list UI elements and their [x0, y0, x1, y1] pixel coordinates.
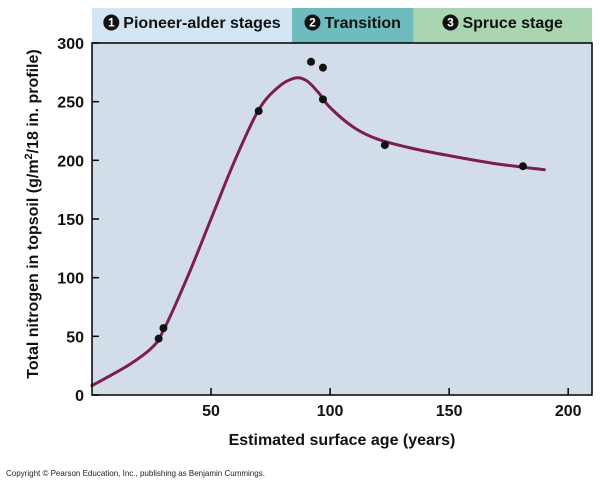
- data-point: [318, 63, 327, 72]
- stage-number-badge-3: [442, 14, 459, 31]
- copyright-notice: Copyright © Pearson Education, Inc., pub…: [6, 469, 265, 478]
- x-axis-title: Estimated surface age (years): [229, 432, 456, 449]
- x-tick-label: 200: [555, 403, 582, 420]
- y-axis-title-sup: 2: [23, 153, 35, 159]
- y-tick-label: 50: [66, 329, 84, 346]
- stage-label-1: Pioneer-alder stages: [123, 15, 281, 32]
- stage-label-2: Transition: [324, 15, 400, 32]
- data-point: [380, 141, 389, 150]
- stage-number-badge-1: [103, 14, 120, 31]
- stage-number-2: 2: [309, 16, 316, 30]
- axes: 50 100 150 200 0 50 100 150 200 250 300: [57, 36, 581, 420]
- stage-number-3: 3: [447, 16, 454, 30]
- y-tick-label: 200: [57, 153, 84, 170]
- y-axis-title: Total nitrogen in topsoil (g/m2/18 in. p…: [23, 49, 42, 378]
- data-point: [159, 324, 168, 333]
- stage-number-badge-2: [304, 14, 321, 31]
- y-axis-title-main: Total nitrogen in topsoil (g/m: [25, 159, 42, 378]
- y-tick-label: 150: [57, 212, 84, 229]
- y-tick-label: 100: [57, 271, 84, 288]
- data-point: [254, 107, 263, 116]
- plot-area: [92, 43, 592, 395]
- stage-bands: Pioneer-alder stages 1 Transition 2 Spruce s…: [92, 8, 592, 43]
- y-axis-title-end: /18 in. profile): [25, 49, 42, 153]
- x-tick-label: 150: [436, 403, 463, 420]
- stage-label-3: Spruce stage: [462, 15, 563, 32]
- x-tick-label: 100: [317, 403, 344, 420]
- data-point: [307, 57, 316, 66]
- data-point: [318, 95, 327, 104]
- y-tick-label: 300: [57, 36, 84, 53]
- stage-band-1: [92, 8, 292, 43]
- point-layer: [154, 57, 527, 343]
- data-point: [518, 162, 527, 171]
- x-tick-label: 50: [202, 403, 220, 420]
- data-point: [154, 334, 163, 343]
- stage-number-1: 1: [108, 16, 115, 30]
- y-tick-label: 0: [75, 388, 84, 405]
- y-tick-label: 250: [57, 95, 84, 112]
